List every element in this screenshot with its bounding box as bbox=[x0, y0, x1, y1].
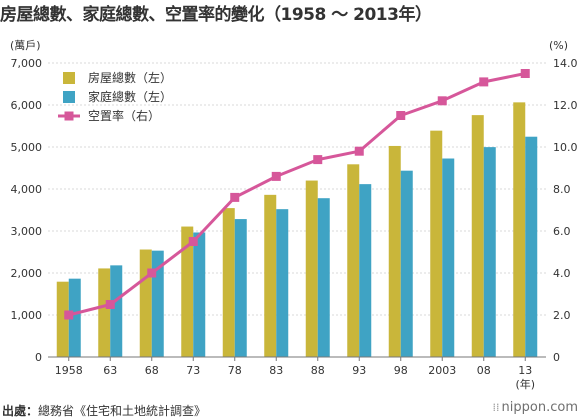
vacancy-rate-point bbox=[64, 310, 74, 320]
right-axis-unit: (%) bbox=[549, 39, 568, 52]
legend-label: 房屋總數（左） bbox=[88, 70, 172, 85]
right-tick-label: 2.0 bbox=[553, 309, 571, 322]
bar-housing-units bbox=[347, 164, 360, 357]
vacancy-rate-point bbox=[105, 300, 115, 309]
bar-households bbox=[483, 147, 496, 357]
bar-households bbox=[68, 278, 81, 357]
bar-housing-units bbox=[181, 226, 194, 357]
bar-households bbox=[525, 136, 538, 357]
bar-households bbox=[359, 184, 372, 357]
source-note: 出處：總務省《住宅和土地統計調查》 bbox=[2, 402, 206, 419]
bar-series bbox=[56, 102, 538, 357]
bar-households bbox=[400, 170, 413, 357]
vacancy-rate-point bbox=[230, 192, 240, 202]
legend-label: 空置率（右） bbox=[88, 108, 160, 123]
site-logo: ⁞⁞ nippon.com bbox=[493, 400, 578, 415]
legend-label: 家庭總數（左） bbox=[88, 89, 172, 104]
bar-households bbox=[193, 232, 206, 357]
left-tick-label: 2,000 bbox=[11, 267, 43, 280]
legend-swatch bbox=[63, 91, 75, 103]
vacancy-rate-point bbox=[520, 69, 530, 78]
right-tick-label: 10.0 bbox=[553, 141, 578, 154]
vacancy-rate-point bbox=[354, 146, 364, 156]
vacancy-rate-point bbox=[437, 96, 447, 106]
bar-households bbox=[110, 265, 123, 357]
x-tick-label: 13 bbox=[518, 364, 532, 377]
bar-households bbox=[317, 198, 330, 357]
x-tick-label: 2003 bbox=[428, 364, 456, 377]
source-label: 出處： bbox=[2, 404, 39, 418]
vacancy-rate-point bbox=[479, 77, 489, 87]
bar-housing-units bbox=[264, 194, 277, 357]
right-tick-label: 4.0 bbox=[553, 267, 571, 280]
legend-marker bbox=[64, 111, 74, 121]
bar-housing-units bbox=[513, 102, 526, 357]
x-tick-label: 88 bbox=[311, 364, 325, 377]
gridlines bbox=[48, 62, 546, 316]
x-tick-label: 83 bbox=[269, 364, 283, 377]
left-tick-label: 1,000 bbox=[11, 309, 43, 322]
right-tick-label: 12.0 bbox=[553, 99, 578, 112]
x-tick-label: 78 bbox=[228, 364, 242, 377]
bar-housing-units bbox=[139, 249, 152, 357]
x-tick-label: 1958 bbox=[55, 364, 83, 377]
vacancy-rate-point bbox=[271, 171, 281, 181]
bar-housing-units bbox=[430, 130, 443, 357]
vacancy-rate-point bbox=[188, 237, 198, 246]
axes: 0 1,000 2,000 3,000 4,000 5,000 6,000 7,000 0 2.0… bbox=[10, 39, 578, 391]
logo-dots-icon: ⁞⁞ bbox=[492, 401, 500, 414]
vacancy-rate-line-path bbox=[68, 72, 526, 317]
x-tick-label: 63 bbox=[103, 364, 117, 377]
legend-swatch bbox=[63, 72, 75, 84]
bar-housing-units bbox=[471, 115, 484, 357]
logo-text: nippon.com bbox=[501, 400, 578, 415]
bar-housing-units bbox=[222, 208, 235, 357]
legend: 房屋總數（左） 家庭總數（左） 空置率（右） bbox=[58, 70, 172, 123]
bar-households bbox=[276, 209, 289, 357]
vacancy-rate-line bbox=[64, 69, 530, 320]
right-tick-label: 6.0 bbox=[553, 225, 571, 238]
source-text: 總務省《住宅和土地統計調查》 bbox=[38, 404, 207, 418]
right-tick-label: 8.0 bbox=[553, 183, 571, 196]
bar-housing-units bbox=[98, 268, 111, 357]
bar-housing-units bbox=[305, 180, 318, 357]
left-tick-label: 0 bbox=[35, 351, 42, 364]
chart-title: 房屋總數、家庭總數、空置率的變化（1958 ～ 2013年） bbox=[0, 5, 432, 25]
x-tick-label: 98 bbox=[394, 364, 408, 377]
left-tick-label: 5,000 bbox=[11, 141, 43, 154]
x-tick-label: 73 bbox=[186, 364, 200, 377]
left-tick-label: 3,000 bbox=[11, 225, 43, 238]
right-tick-label: 14.0 bbox=[553, 57, 578, 70]
x-tick-label: 68 bbox=[145, 364, 159, 377]
left-tick-label: 6,000 bbox=[11, 99, 43, 112]
left-tick-label: 4,000 bbox=[11, 183, 43, 196]
bar-housing-units bbox=[388, 145, 401, 357]
vacancy-rate-point bbox=[147, 268, 157, 278]
bar-households bbox=[442, 158, 455, 357]
right-tick-label: 0 bbox=[553, 351, 560, 364]
bar-housing-units bbox=[56, 281, 69, 357]
x-axis-unit: (年) bbox=[515, 377, 535, 391]
x-tick-label: 93 bbox=[352, 364, 366, 377]
x-tick-label: 08 bbox=[477, 364, 491, 377]
left-tick-label: 7,000 bbox=[11, 57, 43, 70]
left-axis-unit: (萬戶) bbox=[10, 39, 41, 52]
bar-households bbox=[234, 219, 247, 357]
vacancy-rate-point bbox=[313, 155, 323, 165]
vacancy-rate-point bbox=[396, 111, 406, 120]
